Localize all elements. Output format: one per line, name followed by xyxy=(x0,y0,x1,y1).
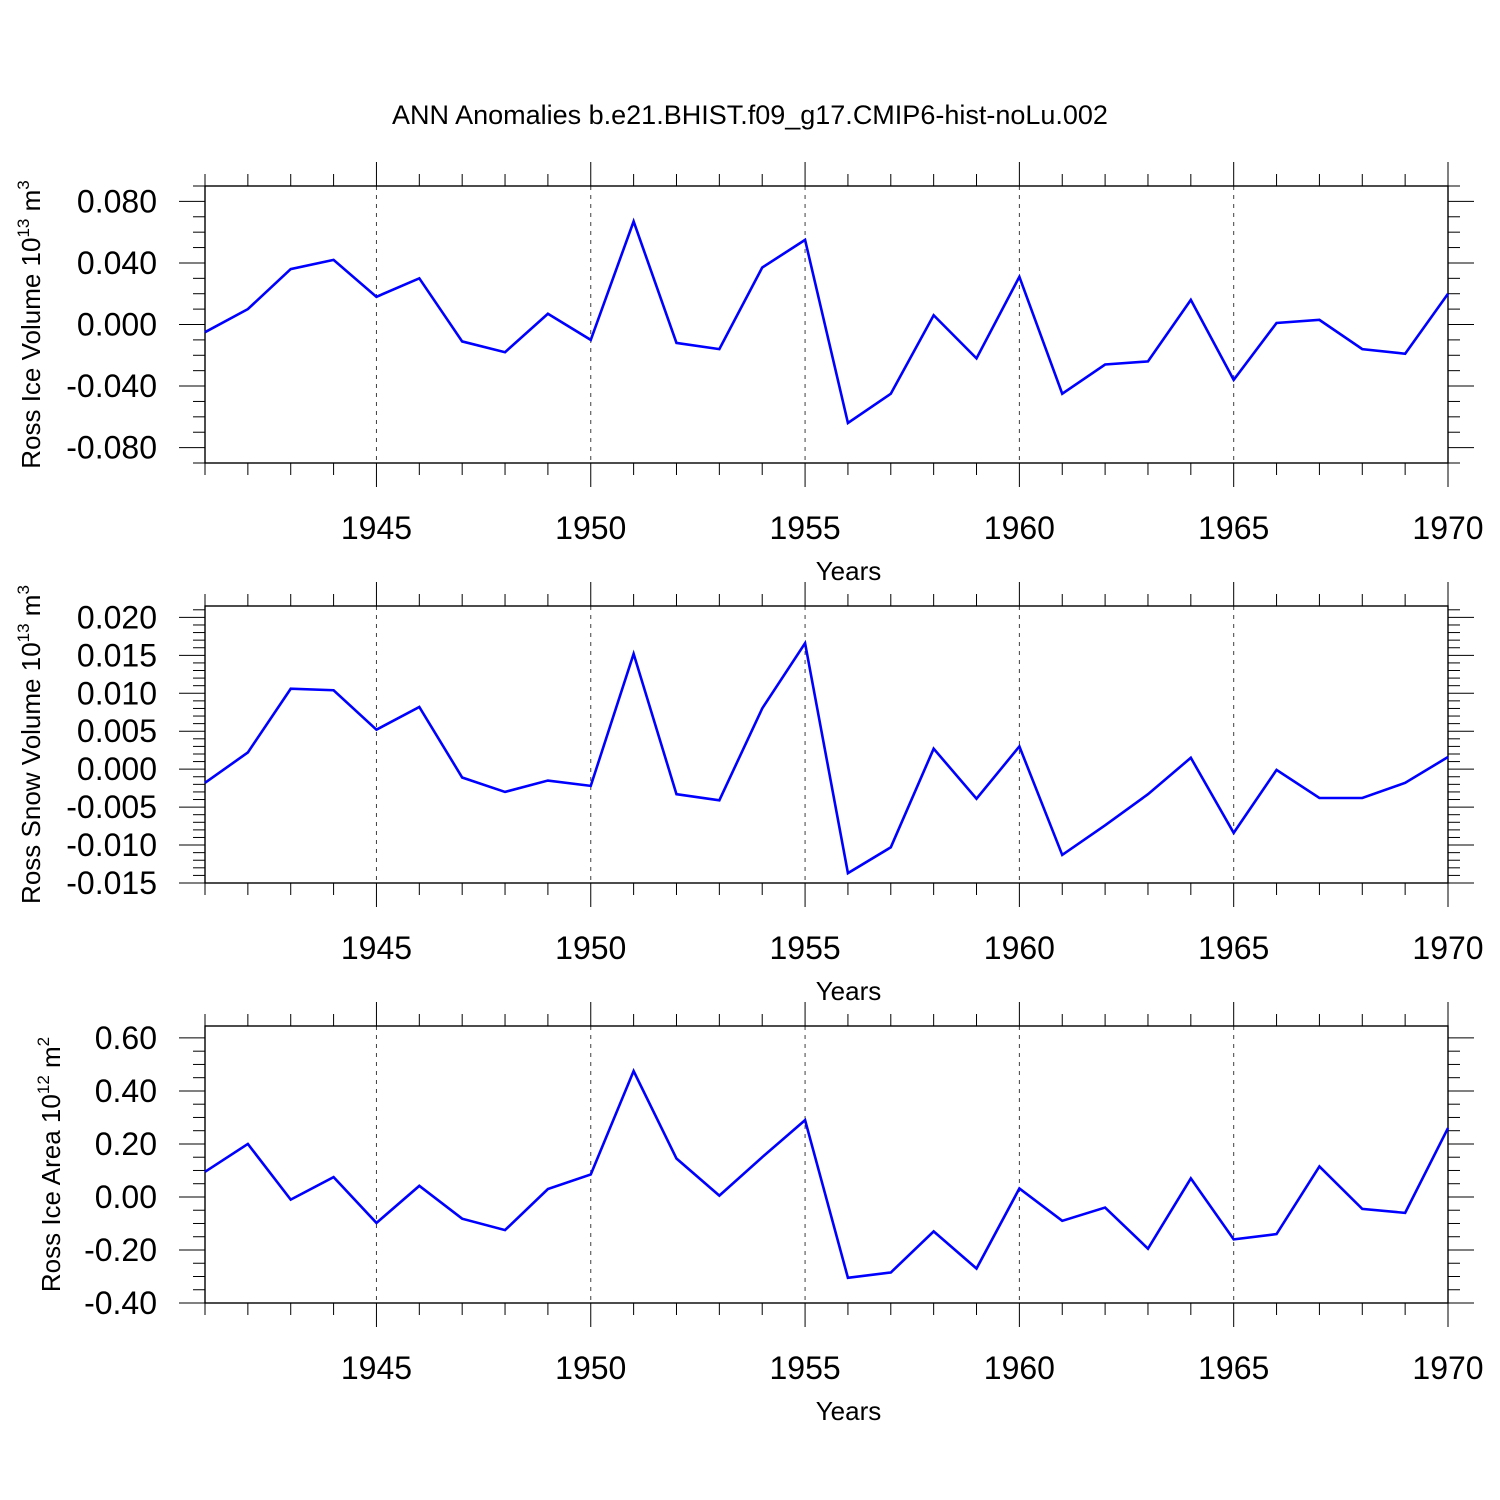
plot-frame xyxy=(204,185,1449,464)
x-tick-label: 1950 xyxy=(555,510,626,546)
y-tick-label: -0.20 xyxy=(84,1232,157,1268)
x-tick-label: 1960 xyxy=(984,930,1055,966)
y-tick-label: 0.005 xyxy=(77,713,157,749)
panel-ross-ice-volume: 1945 1950 1955 1960 1965 1970 Years -0.080 -0.04… xyxy=(14,162,1484,586)
y-axis-label-base: Ross Ice Area 10 xyxy=(36,1094,66,1292)
x-tick-label: 1970 xyxy=(1412,930,1483,966)
x-tick-label: 1955 xyxy=(769,930,840,966)
y-tick-label: 0.000 xyxy=(77,307,157,343)
y-axis-label: Ross Ice Volume 1013 m3 xyxy=(14,180,46,469)
y-axis-label-exponent: 13 xyxy=(14,623,33,642)
panel-ross-snow-volume: 1945 1950 1955 1960 1965 1970 Years -0.015-0.01… xyxy=(14,582,1484,1006)
y-tick-label: 0.015 xyxy=(77,637,157,673)
x-tick-label: 1965 xyxy=(1198,1350,1269,1386)
x-tick-label: 1950 xyxy=(555,930,626,966)
y-tick-label: -0.040 xyxy=(66,368,157,404)
y-tick-label: -0.015 xyxy=(66,865,157,901)
y-axis-label: Ross Snow Volume 1013 m3 xyxy=(14,585,46,904)
x-tick-label: 1950 xyxy=(555,1350,626,1386)
y-tick-label: -0.010 xyxy=(66,827,157,863)
x-tick-label: 1945 xyxy=(341,1350,412,1386)
x-axis-label: Years xyxy=(816,556,882,586)
y-tick-label: 0.20 xyxy=(95,1126,157,1162)
x-tick-label: 1960 xyxy=(984,510,1055,546)
x-axis-label: Years xyxy=(816,976,882,1006)
y-axis-label-unit: m xyxy=(36,1046,66,1075)
y-axis-label-unit: m xyxy=(16,595,46,624)
y-tick-label: 0.020 xyxy=(77,599,157,635)
y-tick-label: -0.080 xyxy=(66,430,157,466)
plot-frame xyxy=(204,1025,1449,1304)
x-tick-label: 1965 xyxy=(1198,930,1269,966)
y-tick-label: 0.040 xyxy=(77,245,157,281)
x-tick-label: 1970 xyxy=(1412,510,1483,546)
y-axis-label-unit-exponent: 3 xyxy=(14,180,33,189)
y-tick-label: 0.000 xyxy=(77,751,157,787)
series-line-ross-ice-volume xyxy=(204,217,1450,426)
y-axis-label-exponent: 13 xyxy=(14,219,33,238)
y-tick-label: -0.005 xyxy=(66,789,157,825)
y-axis-label-base: Ross Ice Volume 10 xyxy=(16,238,46,469)
x-tick-label: 1945 xyxy=(341,510,412,546)
y-tick-label: 0.00 xyxy=(95,1179,157,1215)
series-line-ross-ice-area xyxy=(204,1067,1450,1280)
series-line-ross-snow-volume xyxy=(204,639,1449,876)
plots-container: 1945 1950 1955 1960 1965 1970 Years -0.080 -0.04… xyxy=(14,162,1484,1426)
x-axis-label: Years xyxy=(816,1396,882,1426)
x-tick-label: 1955 xyxy=(769,1350,840,1386)
y-axis-label-unit: m xyxy=(16,190,46,219)
plot-frame xyxy=(204,605,1449,884)
x-tick-label: 1955 xyxy=(769,510,840,546)
x-tick-label: 1945 xyxy=(341,930,412,966)
y-tick-label: 0.60 xyxy=(95,1020,157,1056)
y-axis-label-unit-exponent: 3 xyxy=(14,585,33,594)
x-tick-label: 1965 xyxy=(1198,510,1269,546)
y-axis-label-unit-exponent: 2 xyxy=(34,1037,53,1046)
x-tick-label: 1970 xyxy=(1412,1350,1483,1386)
y-axis-label: Ross Ice Area 1012 m2 xyxy=(34,1037,66,1292)
x-tick-label: 1960 xyxy=(984,1350,1055,1386)
y-tick-label: 0.40 xyxy=(95,1073,157,1109)
y-tick-label: 0.080 xyxy=(77,183,157,219)
y-tick-label: -0.40 xyxy=(84,1285,157,1321)
y-tick-label: 0.010 xyxy=(77,675,157,711)
y-axis-label-exponent: 12 xyxy=(34,1075,53,1094)
figure-title: ANN Anomalies b.e21.BHIST.f09_g17.CMIP6-… xyxy=(392,100,1108,130)
panel-ross-ice-area: 1945 1950 1955 1960 1965 1970 Years -0.40 -0.20 0… xyxy=(34,1002,1484,1426)
y-axis-label-base: Ross Snow Volume 10 xyxy=(16,642,46,904)
